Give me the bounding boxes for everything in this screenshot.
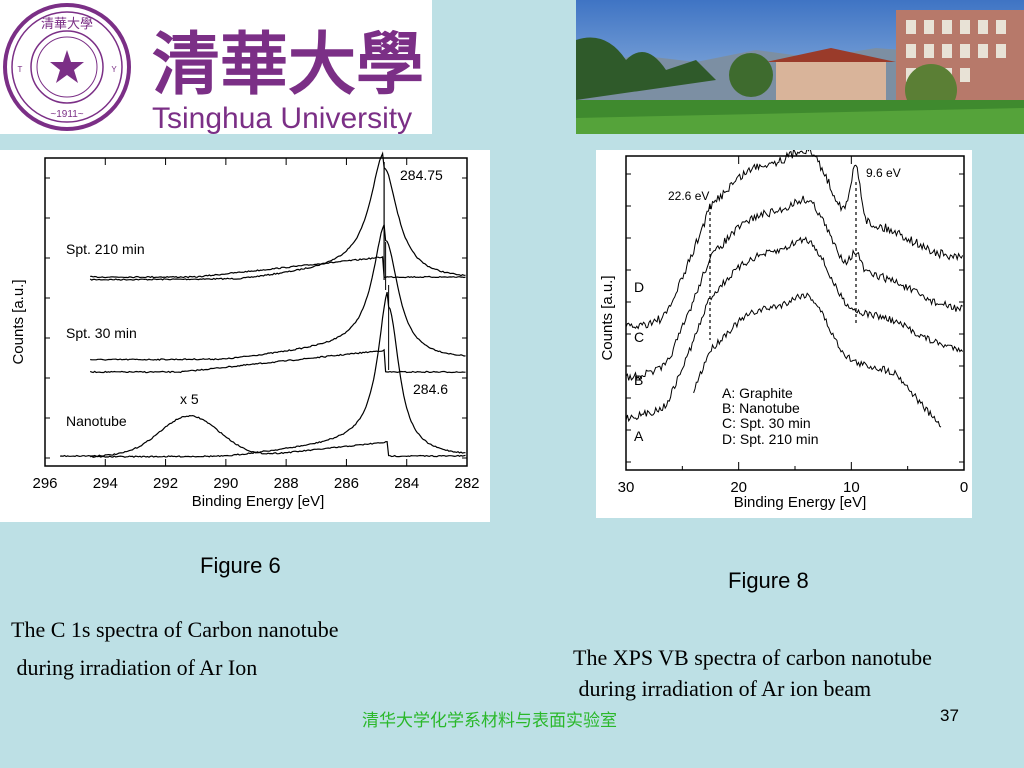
figure-8-legend-a: A: Graphite [722, 385, 793, 401]
figure-8-legend-c: C: Spt. 30 min [722, 415, 811, 431]
figure-6-annotation-x5: x 5 [180, 391, 199, 407]
figure-6-caption-line2: during irradiation of Ar Ion [11, 655, 258, 680]
svg-text:~1911~: ~1911~ [50, 109, 83, 120]
figure-6-series-label-30: Spt. 30 min [66, 325, 137, 341]
figure-8-ylabel: Counts [a.u.] [599, 275, 616, 360]
figure-6-xtick-label: 284 [394, 475, 419, 492]
figure-8-curve-d [625, 150, 964, 330]
page-number: 37 [940, 706, 959, 725]
figure-6-ylabel: Counts [a.u.] [10, 279, 27, 364]
figure-8-curves [625, 150, 964, 428]
figure-6-chart: 296 294 292 290 288 286 284 282 Spt. 210 min Sp… [0, 150, 490, 522]
figure-6-xtick-label: 294 [93, 475, 118, 492]
figure-6-series-label-210: Spt. 210 min [66, 241, 145, 257]
footer-lab-name: 清华大学化学系材料与表面实验室 [362, 711, 617, 731]
figure-8-curve-c [625, 195, 963, 381]
figure-6-xtick-label: 286 [334, 475, 359, 492]
figure-8-legend: A: Graphite B: Nanotube C: Spt. 30 min D… [722, 385, 819, 447]
figure-6-series-label-nanotube: Nanotube [66, 413, 127, 429]
figure-6-xtick-label: 296 [32, 475, 57, 492]
figure-6-curves [60, 151, 466, 458]
figure-6-curve-210 [89, 151, 466, 281]
figure-8-legend-b: B: Nanotube [722, 400, 800, 416]
figure-8-xtick-label: 30 [618, 479, 635, 496]
logo-chinese: 清華大學 [152, 25, 424, 105]
figure-6-frame [44, 157, 468, 467]
figure-8-curve-label-c: C [634, 329, 644, 345]
figure-8-annotation-226: 22.6 eV [668, 189, 709, 203]
figure-6-annotation-28475: 284.75 [400, 167, 443, 183]
figure-8-label: Figure 8 [728, 568, 809, 593]
figure-6-label: Figure 6 [200, 553, 281, 578]
figure-6-curve-nanotube-x5 [60, 414, 466, 458]
svg-text:清華大學: 清華大學 [41, 17, 93, 32]
figure-8-curve-label-a: A [634, 428, 644, 444]
svg-text:Y: Y [111, 65, 117, 74]
figure-6-xlabel: Binding Energy [eV] [192, 493, 325, 510]
figure-8-caption-line1: The XPS VB spectra of carbon nanotube [573, 645, 932, 670]
figure-6-xtick-label: 288 [274, 475, 299, 492]
figure-8-curve-label-b: B [634, 372, 643, 388]
figure-8-chart: 30 20 10 0 22.6 eV 9.6 eV D C B A A: Graphi… [596, 150, 972, 518]
figure-8-xtick-label: 10 [843, 479, 860, 496]
figure-8-annotation-96: 9.6 eV [866, 166, 901, 180]
logo-english: Tsinghua University [152, 102, 412, 134]
svg-text:T: T [18, 65, 23, 74]
campus-photo [576, 0, 1024, 134]
figure-6-xtick-label: 292 [153, 475, 178, 492]
figure-8-curve-a [693, 292, 942, 428]
figure-6-curve-210-low [90, 255, 466, 279]
figure-8-xtick-label: 0 [960, 479, 968, 496]
figure-6-curve-30-low [89, 348, 466, 374]
figure-8-legend-d: D: Spt. 210 min [722, 431, 819, 447]
figure-8-xtick-label: 20 [730, 479, 747, 496]
tsinghua-logo: 清華大學 ~1911~ T Y 清華大學 Tsinghua University [0, 0, 432, 135]
figure-8-curve-b [625, 236, 963, 423]
figure-6-curve-nanotube [90, 291, 466, 458]
figure-6-xtick-label: 282 [454, 475, 479, 492]
figure-6-curve-30 [90, 224, 466, 361]
figure-8-axes: 30 20 10 0 [618, 155, 968, 496]
figure-6-axes: 296 294 292 290 288 286 284 282 [32, 157, 480, 492]
figure-8-caption-line2: during irradiation of Ar ion beam [573, 676, 872, 701]
figure-6-annotation-2846: 284.6 [413, 381, 448, 397]
figure-6-xtick-label: 290 [213, 475, 238, 492]
figure-6-caption-line1: The C 1s spectra of Carbon nanotube [11, 617, 339, 642]
figure-8-xlabel: Binding Energy [eV] [734, 494, 867, 511]
university-seal-icon: 清華大學 ~1911~ T Y [3, 3, 131, 131]
figure-8-curve-label-d: D [634, 279, 644, 295]
